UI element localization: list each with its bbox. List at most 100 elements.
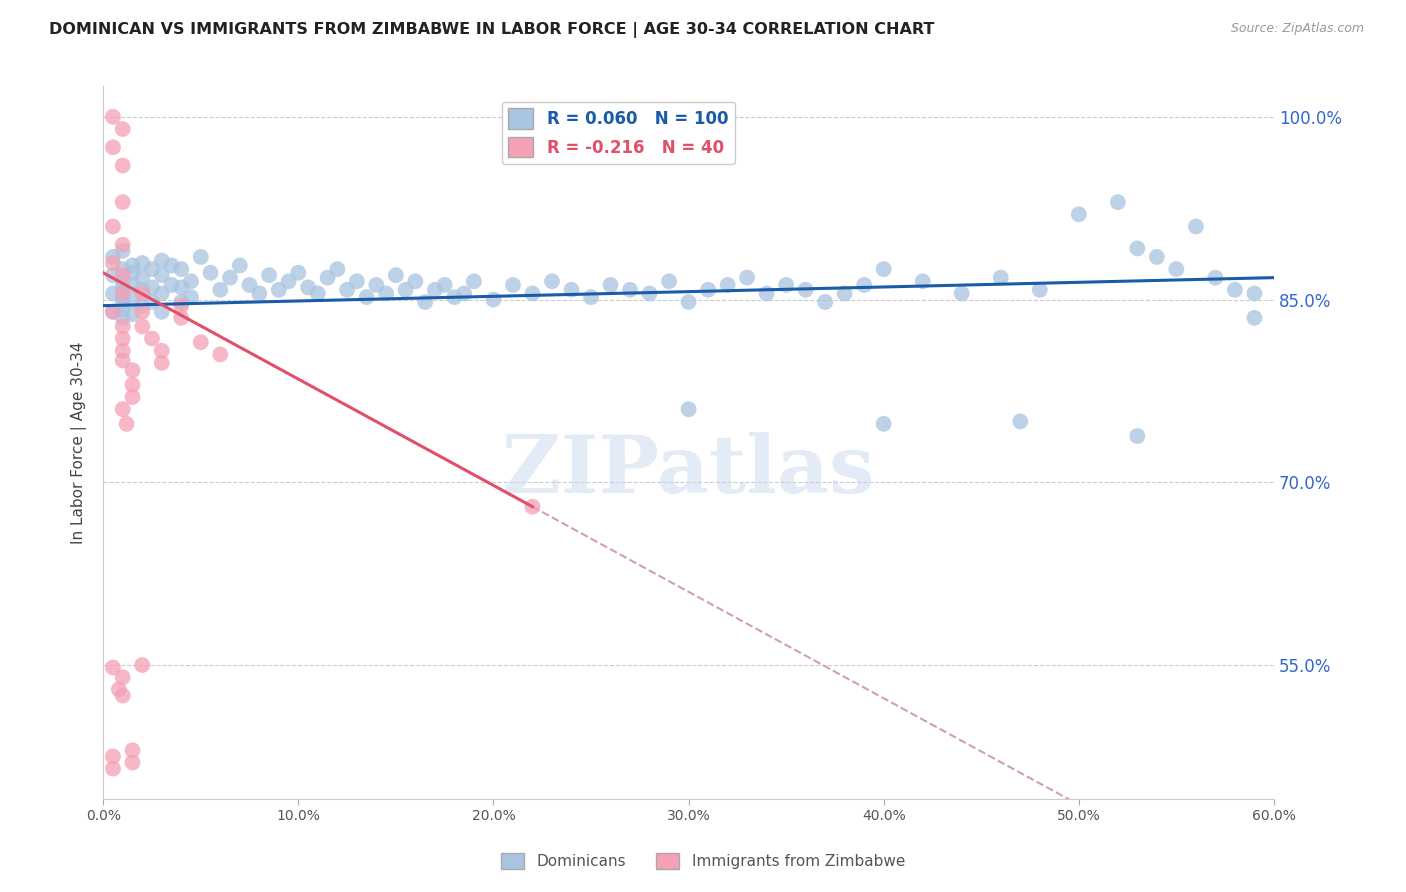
- Point: [115, 417, 138, 431]
- Point: [170, 299, 193, 313]
- Point: [111, 353, 134, 368]
- Point: [1204, 270, 1226, 285]
- Point: [131, 283, 153, 297]
- Point: [316, 270, 339, 285]
- Point: [111, 290, 134, 304]
- Point: [101, 304, 124, 318]
- Point: [794, 283, 817, 297]
- Point: [229, 259, 252, 273]
- Point: [121, 363, 143, 377]
- Point: [1107, 195, 1129, 210]
- Point: [541, 274, 564, 288]
- Point: [395, 283, 418, 297]
- Point: [502, 277, 524, 292]
- Point: [950, 286, 973, 301]
- Point: [413, 295, 436, 310]
- Point: [111, 159, 134, 173]
- Point: [404, 274, 426, 288]
- Point: [209, 347, 232, 361]
- Point: [101, 749, 124, 764]
- Point: [209, 283, 232, 297]
- Point: [697, 283, 720, 297]
- Point: [1010, 414, 1032, 428]
- Point: [190, 250, 212, 264]
- Point: [111, 319, 134, 334]
- Point: [141, 262, 163, 277]
- Legend: R = 0.060   N = 100, R = -0.216   N = 40: R = 0.060 N = 100, R = -0.216 N = 40: [502, 102, 735, 164]
- Point: [141, 295, 163, 310]
- Point: [385, 268, 408, 283]
- Point: [160, 277, 183, 292]
- Point: [814, 295, 837, 310]
- Legend: Dominicans, Immigrants from Zimbabwe: Dominicans, Immigrants from Zimbabwe: [495, 847, 911, 875]
- Point: [433, 277, 456, 292]
- Point: [121, 277, 143, 292]
- Point: [1029, 283, 1052, 297]
- Point: [101, 256, 124, 270]
- Point: [873, 262, 896, 277]
- Point: [1243, 286, 1265, 301]
- Point: [873, 417, 896, 431]
- Point: [356, 290, 378, 304]
- Point: [111, 689, 134, 703]
- Point: [990, 270, 1012, 285]
- Point: [775, 277, 797, 292]
- Point: [346, 274, 368, 288]
- Point: [121, 377, 143, 392]
- Point: [101, 304, 124, 318]
- Point: [121, 293, 143, 307]
- Point: [267, 283, 290, 297]
- Point: [101, 140, 124, 154]
- Point: [121, 266, 143, 280]
- Text: ZIPatlas: ZIPatlas: [502, 433, 875, 510]
- Text: DOMINICAN VS IMMIGRANTS FROM ZIMBABWE IN LABOR FORCE | AGE 30-34 CORRELATION CHA: DOMINICAN VS IMMIGRANTS FROM ZIMBABWE IN…: [49, 22, 935, 38]
- Point: [111, 343, 134, 358]
- Point: [170, 280, 193, 294]
- Point: [638, 286, 661, 301]
- Point: [150, 253, 173, 268]
- Point: [111, 237, 134, 252]
- Point: [101, 219, 124, 234]
- Point: [111, 274, 134, 288]
- Point: [150, 268, 173, 283]
- Point: [131, 658, 153, 673]
- Point: [1146, 250, 1168, 264]
- Point: [111, 302, 134, 317]
- Point: [1126, 241, 1149, 255]
- Point: [834, 286, 856, 301]
- Point: [336, 283, 359, 297]
- Point: [678, 402, 700, 417]
- Point: [1243, 310, 1265, 325]
- Point: [121, 743, 143, 757]
- Point: [101, 268, 124, 283]
- Point: [853, 277, 876, 292]
- Point: [170, 262, 193, 277]
- Point: [131, 286, 153, 301]
- Point: [111, 286, 134, 301]
- Point: [453, 286, 475, 301]
- Point: [219, 270, 242, 285]
- Point: [560, 283, 582, 297]
- Point: [150, 286, 173, 301]
- Point: [150, 343, 173, 358]
- Point: [170, 310, 193, 325]
- Point: [463, 274, 485, 288]
- Point: [238, 277, 260, 292]
- Point: [101, 250, 124, 264]
- Point: [131, 270, 153, 285]
- Point: [443, 290, 465, 304]
- Point: [150, 304, 173, 318]
- Point: [599, 277, 621, 292]
- Point: [366, 277, 388, 292]
- Point: [297, 280, 319, 294]
- Point: [678, 295, 700, 310]
- Point: [277, 274, 299, 288]
- Point: [1166, 262, 1188, 277]
- Y-axis label: In Labor Force | Age 30-34: In Labor Force | Age 30-34: [72, 342, 87, 544]
- Point: [247, 286, 270, 301]
- Point: [101, 286, 124, 301]
- Point: [326, 262, 349, 277]
- Point: [1223, 283, 1246, 297]
- Point: [111, 280, 134, 294]
- Point: [1126, 429, 1149, 443]
